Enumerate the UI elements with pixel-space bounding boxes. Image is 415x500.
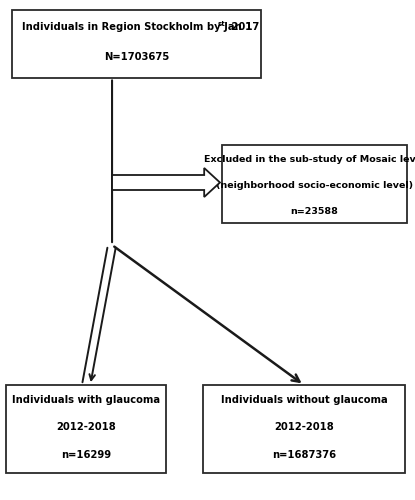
Text: 2017: 2017	[228, 22, 259, 32]
FancyBboxPatch shape	[12, 10, 261, 78]
Text: n=1687376: n=1687376	[272, 450, 336, 460]
FancyBboxPatch shape	[203, 385, 405, 472]
Text: 2012-2018: 2012-2018	[56, 422, 116, 432]
FancyBboxPatch shape	[6, 385, 166, 472]
FancyBboxPatch shape	[222, 145, 407, 222]
Text: (neighborhood socio-economic level): (neighborhood socio-economic level)	[216, 181, 413, 190]
Text: Individuals without glaucoma: Individuals without glaucoma	[221, 395, 387, 405]
Text: 2012-2018: 2012-2018	[274, 422, 334, 432]
Text: n=16299: n=16299	[61, 450, 111, 460]
Text: st: st	[218, 20, 226, 26]
Text: N=1703675: N=1703675	[104, 52, 170, 62]
Text: Excluded in the sub-study of Mosaic level: Excluded in the sub-study of Mosaic leve…	[204, 155, 415, 164]
FancyArrow shape	[112, 168, 220, 197]
Text: Individuals in Region Stockholm by Jan 1: Individuals in Region Stockholm by Jan 1	[22, 22, 252, 32]
Text: Individuals with glaucoma: Individuals with glaucoma	[12, 395, 160, 405]
Text: n=23588: n=23588	[290, 208, 338, 216]
